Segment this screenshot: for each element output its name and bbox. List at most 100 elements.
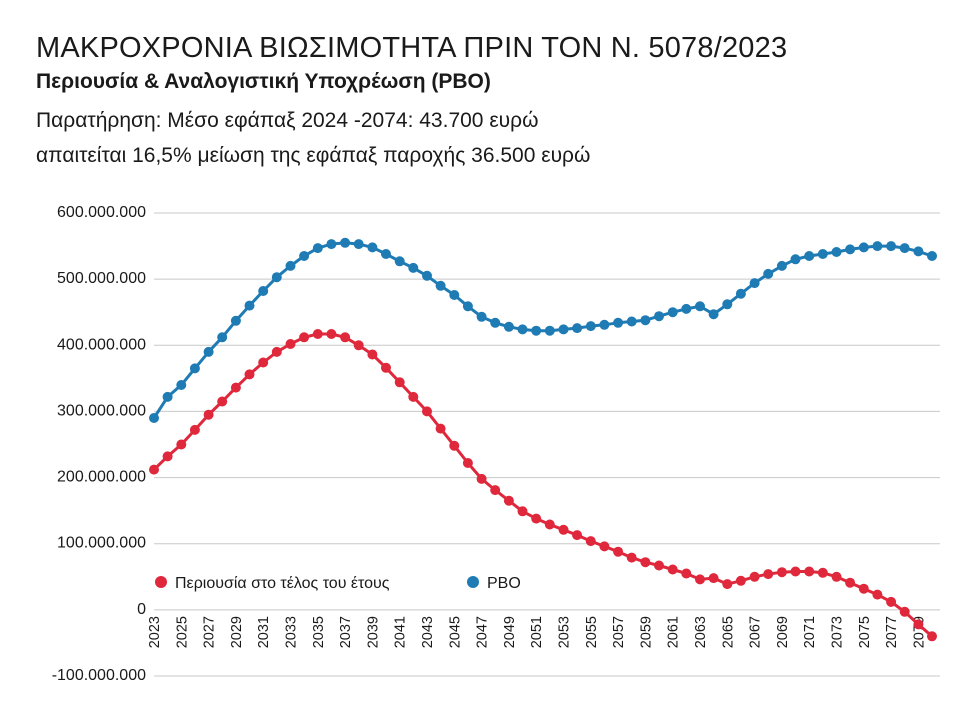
data-point xyxy=(845,577,856,588)
x-tick-label: 2045 xyxy=(447,616,463,648)
x-tick-label: 2033 xyxy=(283,616,299,648)
x-tick-label: 2031 xyxy=(256,616,272,648)
data-point xyxy=(476,473,487,484)
data-point xyxy=(544,519,555,530)
y-tick-label: -100.000.000 xyxy=(52,667,146,684)
x-tick-label: 2075 xyxy=(857,616,873,648)
data-point xyxy=(271,346,282,357)
data-point xyxy=(217,332,228,343)
data-point xyxy=(503,495,514,506)
x-tick-label: 2067 xyxy=(748,616,764,648)
data-point xyxy=(790,254,801,265)
data-point xyxy=(558,324,569,335)
data-point xyxy=(312,329,323,339)
data-point xyxy=(449,290,460,300)
data-point xyxy=(531,325,542,336)
series-line-1 xyxy=(152,241,934,420)
y-tick-label: 100.000.000 xyxy=(57,535,146,552)
data-point xyxy=(572,323,583,334)
data-point xyxy=(517,506,528,517)
x-tick-label: 2025 xyxy=(174,616,190,648)
data-point xyxy=(149,413,159,423)
x-axis-labels: 2023 2025 2027 2029 2031 2033 2035 2037 2039 2041… xyxy=(147,616,927,648)
data-point xyxy=(681,303,692,314)
series-points xyxy=(149,237,937,642)
data-point xyxy=(285,260,296,271)
data-point xyxy=(722,299,733,310)
data-point xyxy=(585,321,596,332)
x-tick-label: 2039 xyxy=(365,616,381,648)
data-point xyxy=(258,357,269,368)
note-line-2: απαιτείται 16,5% μείωση της εφάπαξ παροχ… xyxy=(36,144,591,167)
chart-title: ΜΑΚΡΟΧΡΟΝΙΑ ΒΙΩΣΙΜΟΤΗΤΑ ΠΡΙΝ ΤΟΝ Ν. 5078… xyxy=(36,32,788,64)
data-point xyxy=(244,300,255,311)
x-tick-label: 2043 xyxy=(420,616,436,648)
data-point xyxy=(244,369,255,380)
data-point xyxy=(654,560,664,571)
y-tick-label: 0 xyxy=(137,601,146,618)
data-point xyxy=(394,256,405,267)
data-point xyxy=(422,406,432,417)
data-point xyxy=(763,268,774,279)
y-tick-label: 200.000.000 xyxy=(57,469,146,486)
x-tick-label: 2037 xyxy=(338,616,354,648)
x-tick-label: 2047 xyxy=(475,616,491,648)
data-point xyxy=(804,566,815,577)
data-point xyxy=(217,396,228,407)
legend: Περιουσία στο τέλος του έτους PBO xyxy=(155,575,521,592)
data-point xyxy=(189,424,200,435)
data-point xyxy=(162,451,173,462)
data-point xyxy=(790,566,801,577)
x-tick-label: 2059 xyxy=(638,616,654,648)
gridlines xyxy=(154,212,940,677)
y-tick-label: 500.000.000 xyxy=(57,270,146,287)
data-point xyxy=(340,332,351,343)
data-point xyxy=(831,571,842,582)
data-point xyxy=(817,249,828,259)
data-point xyxy=(312,243,323,254)
y-tick-label: 300.000.000 xyxy=(57,402,146,419)
data-point xyxy=(408,262,419,273)
data-point xyxy=(763,569,774,580)
data-point xyxy=(381,249,391,259)
x-tick-label: 2035 xyxy=(311,616,327,648)
data-point xyxy=(189,363,200,374)
data-point xyxy=(776,567,787,578)
data-point xyxy=(203,346,214,357)
data-point xyxy=(230,315,241,326)
series-line-0 xyxy=(152,332,934,638)
data-point xyxy=(722,579,733,590)
data-point xyxy=(490,485,501,496)
data-point xyxy=(353,239,364,250)
x-tick-label: 2023 xyxy=(147,616,163,648)
data-point xyxy=(708,309,719,320)
data-point xyxy=(640,315,651,326)
data-point xyxy=(913,619,924,630)
data-point xyxy=(654,311,664,322)
data-point xyxy=(326,329,337,339)
x-tick-label: 2029 xyxy=(229,616,245,648)
data-point xyxy=(667,564,678,575)
data-point xyxy=(640,557,651,568)
data-point xyxy=(353,340,364,351)
data-point xyxy=(599,319,610,330)
data-point xyxy=(299,332,310,343)
x-tick-label: 2057 xyxy=(611,616,627,648)
data-point xyxy=(872,241,883,252)
data-point xyxy=(858,242,869,253)
data-point xyxy=(858,583,869,594)
data-point xyxy=(462,458,473,468)
data-point xyxy=(531,513,542,524)
data-point xyxy=(681,568,692,579)
data-point xyxy=(367,349,378,360)
data-point xyxy=(817,567,828,578)
data-point xyxy=(626,316,637,327)
data-point xyxy=(613,317,624,328)
legend-marker-pbo xyxy=(467,576,479,588)
data-point xyxy=(927,631,937,642)
data-point xyxy=(435,423,446,434)
data-point xyxy=(449,440,460,451)
data-point xyxy=(435,280,446,291)
x-tick-label: 2071 xyxy=(802,616,818,648)
